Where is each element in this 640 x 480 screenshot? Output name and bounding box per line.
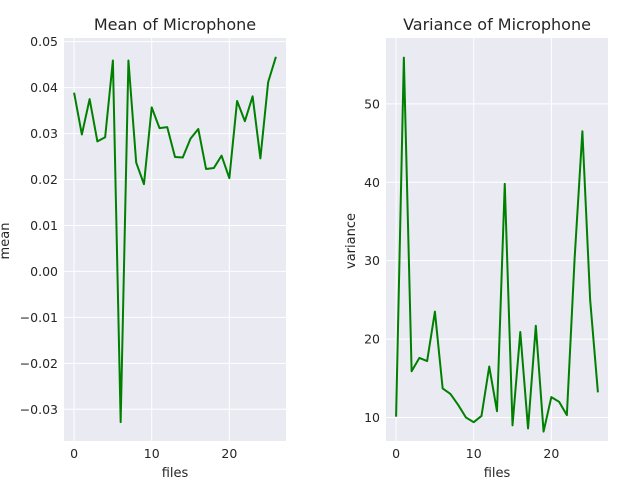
variance-x-tick-label: 10 — [466, 446, 482, 461]
mean-x-tick-label: 20 — [221, 446, 237, 461]
variance-gridlines — [386, 38, 608, 441]
mean-y-tick-label: −0.02 — [20, 356, 58, 371]
mean-y-tick-label: −0.01 — [20, 310, 58, 325]
variance-series — [395, 56, 599, 433]
mean-x-tick-label: 0 — [70, 446, 78, 461]
variance-y-axis-label: variance — [344, 213, 359, 269]
variance-chart-title: Variance of Microphone — [403, 15, 591, 34]
mean-x-tick-label: 10 — [144, 446, 160, 461]
variance-tick-labels: 0 10 20 10 20 30 40 50 — [364, 96, 559, 461]
mean-y-tick-label: 0.03 — [30, 126, 58, 141]
variance-y-tick-label: 10 — [364, 410, 380, 425]
mean-chart-title: Mean of Microphone — [94, 15, 256, 34]
variance-plot-area — [386, 38, 608, 441]
mean-y-tick-label: 0.00 — [30, 264, 58, 279]
mean-y-tick-label: 0.05 — [30, 34, 58, 49]
mean-subplot: 0 10 20 −0.03 −0.02 −0.01 0.00 0.01 0.02 0.03 0.04… — [0, 15, 286, 480]
mean-gridlines — [64, 38, 286, 441]
variance-subplot: 0 10 20 10 20 30 40 50 Variance of Microphone f… — [344, 15, 608, 480]
variance-x-axis-label: files — [484, 466, 511, 480]
mean-y-tick-label: 0.04 — [30, 80, 58, 95]
variance-y-tick-label: 20 — [364, 332, 380, 347]
variance-y-tick-label: 40 — [364, 175, 380, 190]
variance-y-tick-label: 30 — [364, 253, 380, 268]
variance-x-tick-label: 20 — [543, 446, 559, 461]
variance-y-tick-label: 50 — [364, 96, 380, 111]
mean-y-tick-label: 0.02 — [30, 172, 58, 187]
variance-x-tick-label: 0 — [392, 446, 400, 461]
mean-tick-labels: 0 10 20 −0.03 −0.02 −0.01 0.00 0.01 0.02 0.03 0.04… — [20, 34, 238, 461]
mean-series — [73, 56, 277, 424]
mean-y-axis-label: mean — [0, 223, 13, 260]
mean-y-tick-label: −0.03 — [20, 402, 58, 417]
mean-x-axis-label: files — [162, 466, 189, 480]
mean-y-tick-label: 0.01 — [30, 218, 58, 233]
mean-line — [73, 56, 277, 424]
variance-line — [395, 56, 599, 433]
